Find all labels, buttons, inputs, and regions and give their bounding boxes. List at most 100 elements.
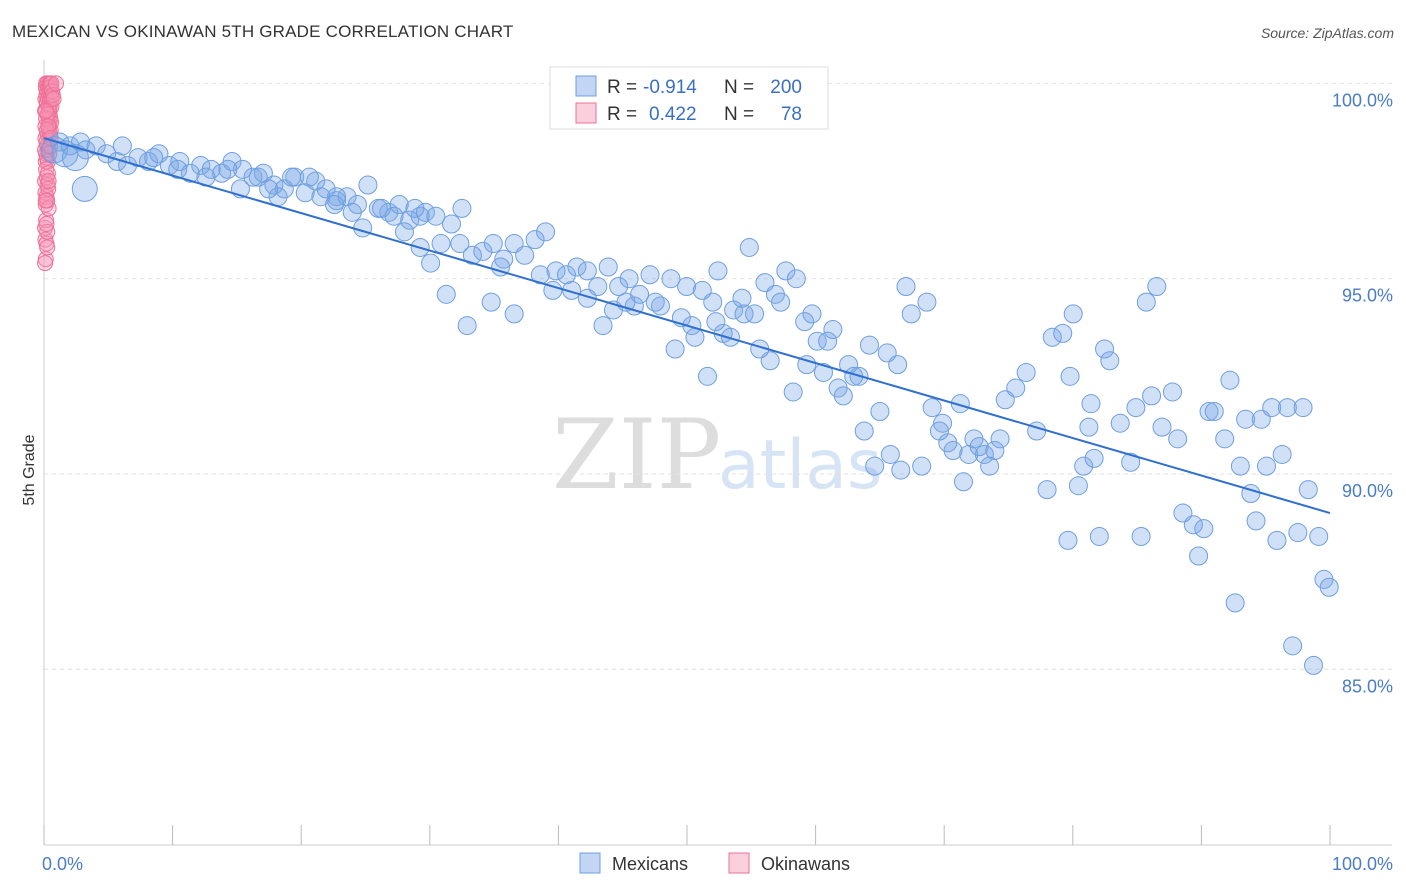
mexicans-trend-line [43,137,1331,514]
okinawans-point-65 [37,192,54,209]
mexicans-point-157 [1147,277,1167,297]
mexicans-point-201 [394,222,414,242]
mexicans-point-178 [1272,444,1292,464]
mexicans-point-91 [645,292,665,312]
mexicans-point-80 [640,265,660,285]
mexicans-point-93 [697,366,717,386]
mexicans-point-119 [912,456,932,476]
y-tick-label-1: 95.0% [1342,286,1393,306]
trend-lines [43,137,1331,514]
y-tick-label-2: 90.0% [1342,481,1393,501]
mexicans-point-146 [1079,417,1099,437]
mexicans-point-194 [218,159,238,179]
mexicans-point-171 [1236,409,1256,429]
mexicans-point-34 [358,175,378,195]
mexicans-point-185 [1309,526,1329,546]
mexicans-point-150 [1100,351,1120,371]
mexicans-point-140 [1042,327,1062,347]
legend-r-label-mexicans: R = [607,77,637,98]
mexicans-point-180 [1283,636,1303,656]
mexicans-point-110 [802,304,822,324]
legend-n-label-mexicans: N = [724,77,754,98]
mexicans-point-134 [985,441,1005,461]
mexicans-point-144 [1068,476,1088,496]
legend-n-value-okinawans: 78 [781,104,802,125]
mexicans-point-44 [342,202,362,222]
mexicans-point-100 [745,304,765,324]
mexicans-point-167 [1215,429,1235,449]
x-tick-labels: 0.0% 100.0% [42,854,1393,874]
x-tick-label-1: 100.0% [1332,854,1393,874]
okinawans-points [37,75,65,272]
mexicans-point-116 [880,444,900,464]
mexicans-point-203 [491,257,511,277]
mexicans-point-42 [299,167,319,187]
mexicans-point-65 [567,257,587,277]
mexicans-point-168 [1220,370,1240,390]
mexicans-point-162 [1183,515,1203,535]
mexicans-point-151 [1110,413,1130,433]
mexicans-point-213 [795,312,815,332]
y-tick-label-0: 100.0% [1332,90,1393,110]
mexicans-point-216 [888,355,908,375]
legend: R = -0.914 N = 200 R = 0.422 N = 78 [549,66,829,130]
mexicans-point-37 [389,195,409,215]
mexicans-point-120 [854,421,874,441]
mexicans-point-66 [577,261,597,281]
x-tick-label-0: 0.0% [42,854,83,874]
mexicans-point-191 [144,148,164,168]
mexicans-point-18 [191,155,211,175]
mexicans-point-64 [556,265,576,285]
mexicans-point-176 [1262,398,1282,418]
mexicans-point-166 [1204,401,1224,421]
mexicans-point-98 [776,261,796,281]
mexicans-point-86 [703,292,723,312]
mexicans-point-164 [1194,519,1214,539]
mexicans-point-124 [922,398,942,418]
mexicans-point-52 [431,234,451,254]
mexicans-point-175 [1257,456,1277,476]
mexicans-point-190 [112,136,132,156]
mexicans-point-159 [1162,382,1182,402]
mexicans-point-207 [665,339,685,359]
mexicans-point-133 [980,456,1000,476]
mexicans-point-56 [473,241,493,261]
mexicans-point-114 [859,335,879,355]
mexicans-point-54 [452,198,472,218]
mexicans-point-160 [1168,429,1188,449]
mexicans-point-81 [650,296,670,316]
mexicans-point-179 [1277,398,1297,418]
mexicans-point-22 [233,159,253,179]
mexicans-point-209 [706,312,726,332]
mexicans-point-132 [969,437,989,457]
legend-n-value-mexicans: 200 [770,77,802,98]
mexicans-point-95 [739,237,759,257]
okinawans-point-66 [38,216,55,233]
mexicans-point-89 [734,304,754,324]
mexicans-point-173 [1246,511,1266,531]
watermark: ZIP atlas [552,399,882,511]
legend-swatch-mexicans [575,75,597,97]
watermark-atlas: atlas [718,426,882,505]
okinawans-point-67 [39,239,56,256]
mexicans-point-200 [384,206,404,226]
mexicans-point-189 [1081,394,1101,414]
mexicans-point-53 [442,214,462,234]
mexicans-point-84 [682,316,702,336]
mexicans-point-25 [264,175,284,195]
mexicans-point-149 [1095,339,1115,359]
mexicans-point-62 [536,222,556,242]
legend-n-label-okinawans: N = [724,104,754,125]
mexicans-point-92 [685,327,705,347]
mexicans-point-153 [1126,398,1146,418]
legend-r-value-mexicans: -0.914 [643,77,697,98]
legend-r-label-okinawans: R = [607,104,637,125]
y-tick-label-3: 85.0% [1342,676,1393,696]
mexicans-point-143 [1063,304,1083,324]
mexicans-point-99 [786,269,806,289]
bottom-legend-swatch-okinawans [728,852,750,874]
mexicans-point-73 [504,304,524,324]
mexicans-point-192 [168,159,188,179]
bottom-legend-swatch-mexicans [579,852,601,874]
